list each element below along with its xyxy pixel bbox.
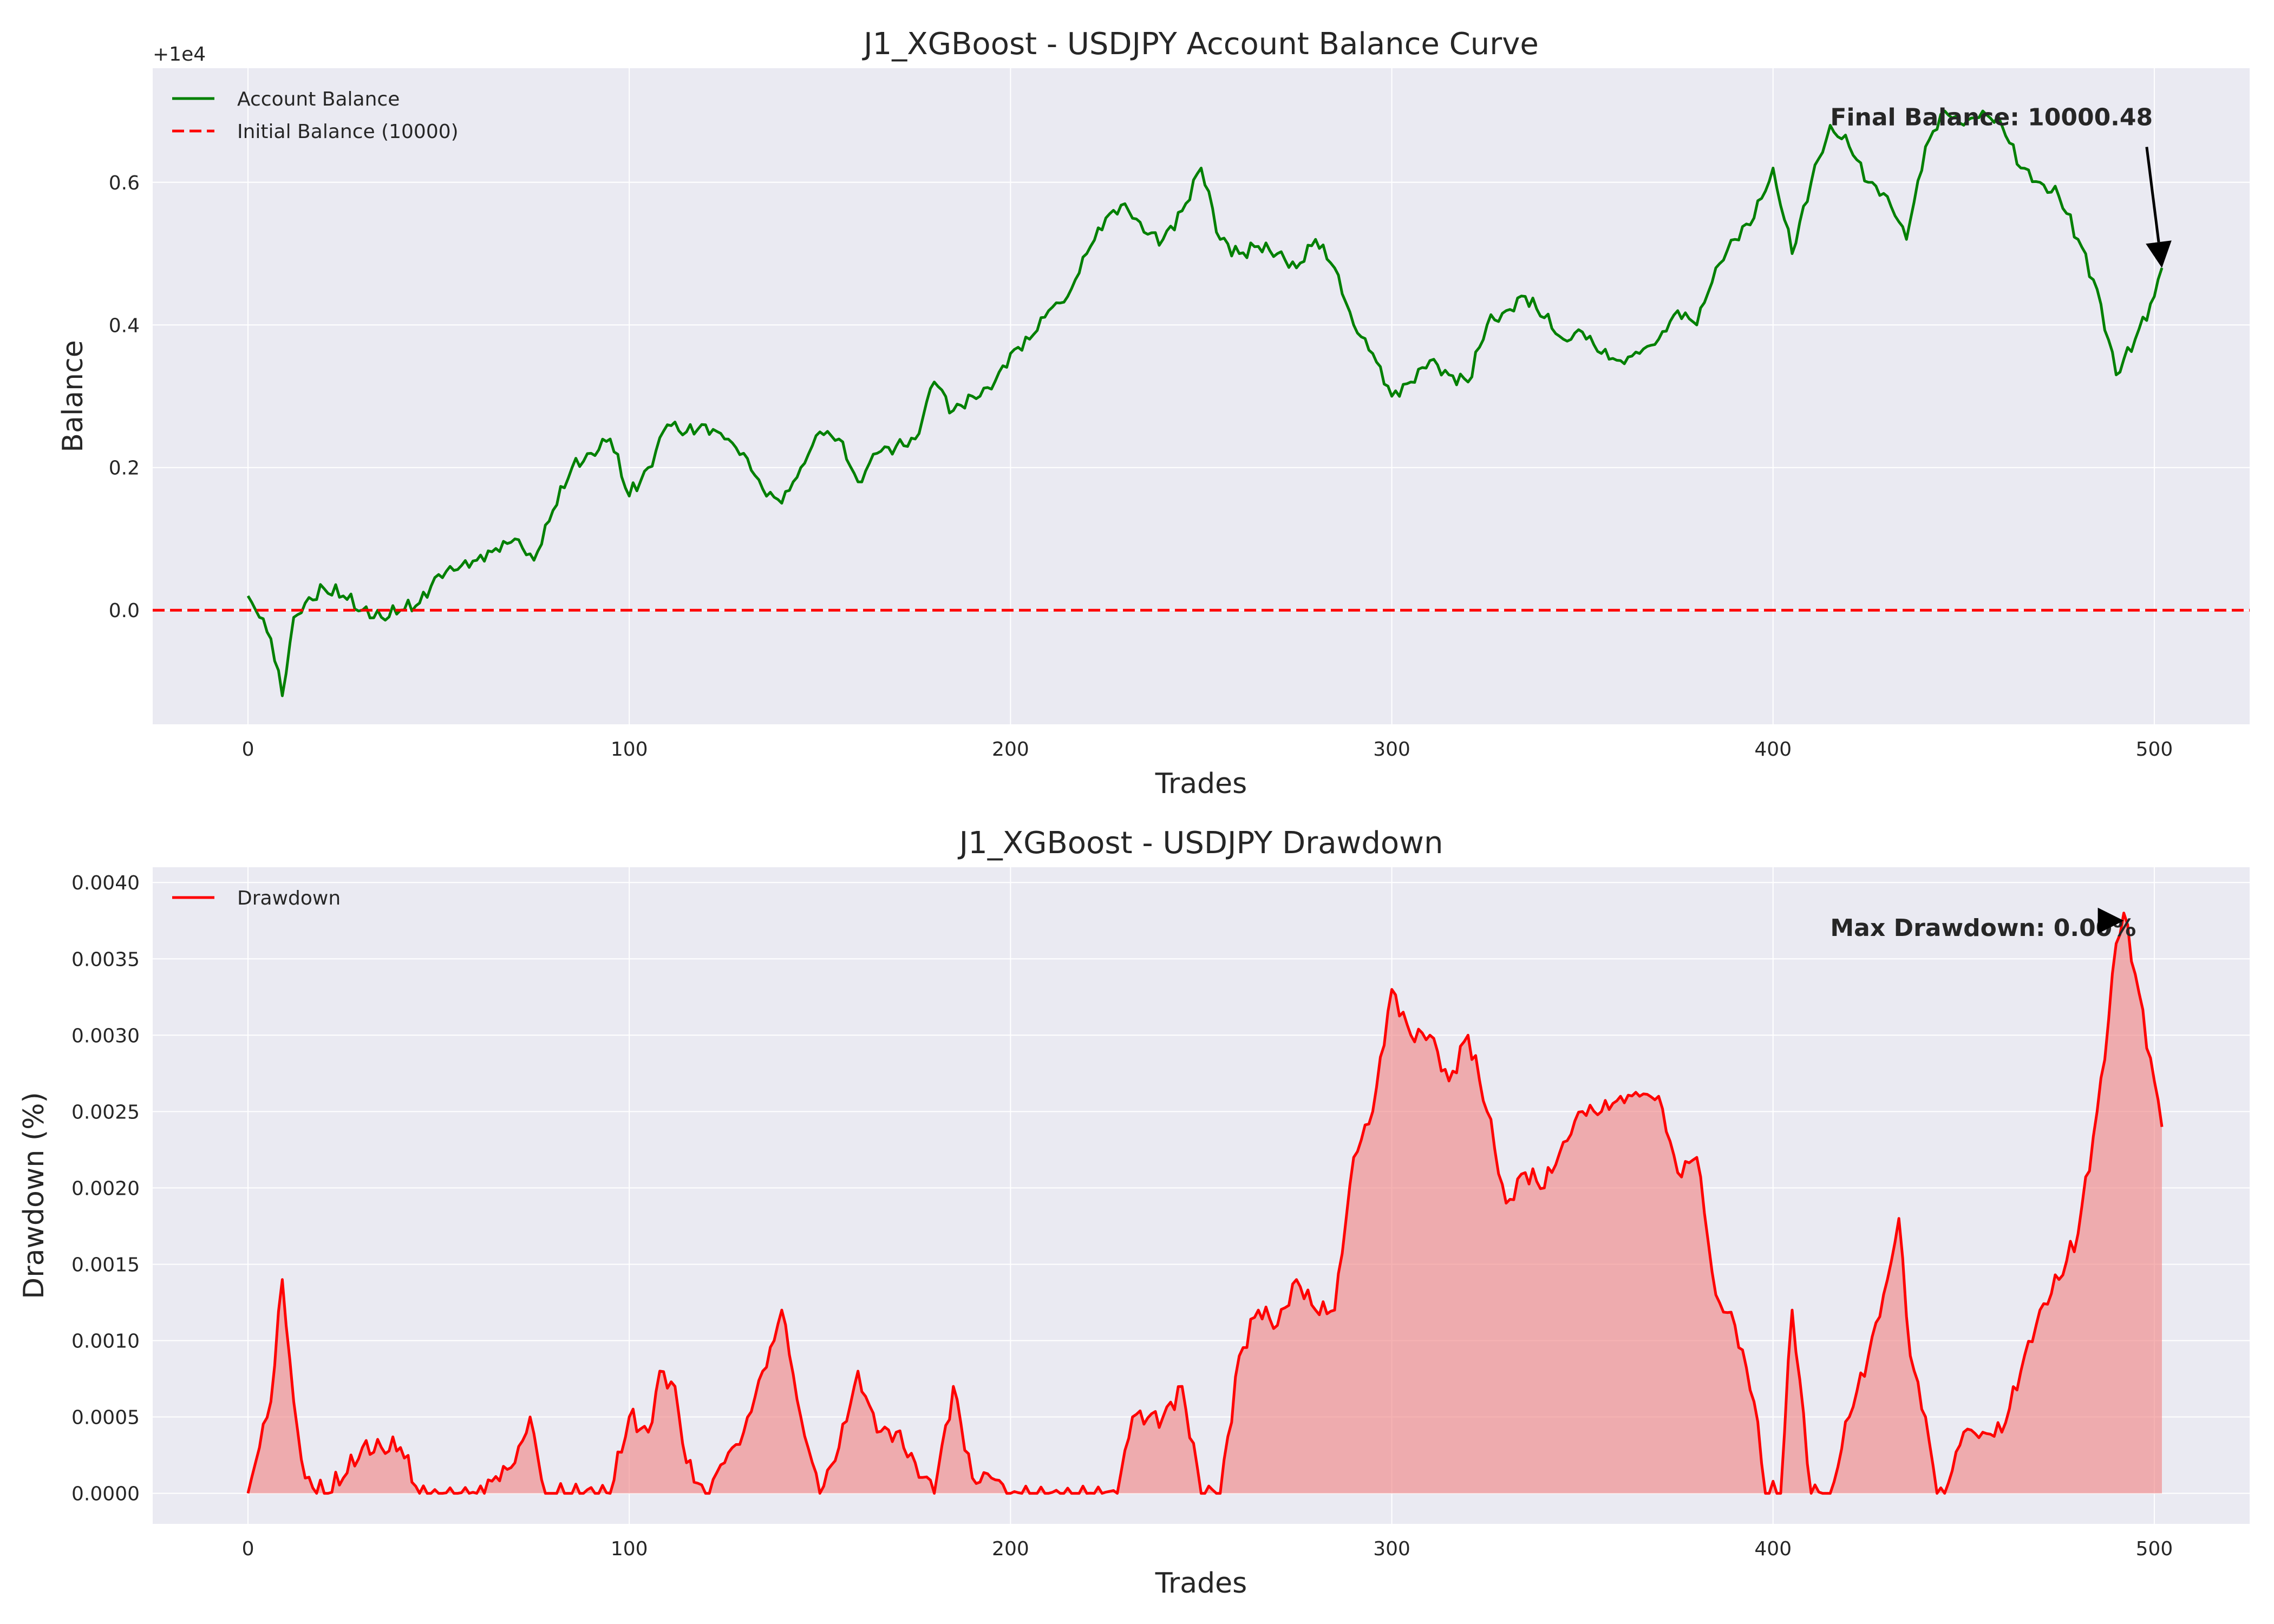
drawdown-line [246,912,2164,1495]
drawdown-y-axis-label: Drawdown (%) [18,1092,50,1299]
x-tick-label: 400 [1754,738,1792,761]
x-tick-label: 0 [242,738,254,761]
balance-y-ticks: 0.0 0.2 0.4 0.6 [109,172,140,622]
annotation-arrow-shaft [2145,147,2160,243]
y-tick-label: 0.6 [109,172,140,194]
drawdown-x-ticks: 0 100 200 300 400 500 [242,1538,2173,1560]
account-balance-line [246,109,2164,697]
x-tick-label: 400 [1754,1538,1792,1560]
y-tick-label: 0.0 [109,600,140,622]
legend-label: Account Balance [237,88,400,110]
final-balance-annotation: Final Balance: 10000.48 [1830,103,2172,268]
y-tick-label: 0.0020 [71,1177,140,1200]
x-tick-label: 100 [611,738,648,761]
drawdown-x-axis-label: Trades [1155,1567,1247,1600]
legend-item: Drawdown [172,887,341,909]
y-tick-label: 0.4 [109,315,140,337]
y-tick-label: 0.0025 [71,1101,140,1123]
drawdown-legend: Drawdown [172,887,341,909]
balance-x-axis-label: Trades [1155,768,1247,800]
annotation-text: Final Balance: 10000.48 [1830,103,2153,131]
drawdown-chart-panel: 0 100 200 300 400 500 0.0000 0.0005 0.0010 0.001… [18,826,2250,1600]
max-drawdown-annotation: Max Drawdown: 0.00% [1830,907,2136,942]
balance-marks [153,109,2250,697]
x-tick-label: 500 [2136,1538,2173,1560]
annotation-arrow-head [2097,907,2124,934]
drawdown-chart-title: J1_XGBoost - USDJPY Drawdown [958,826,1443,861]
legend-label: Initial Balance (10000) [237,121,459,143]
x-tick-label: 300 [1373,1538,1410,1560]
y-tick-label: 0.0015 [71,1254,140,1276]
x-tick-label: 300 [1373,738,1410,761]
drawdown-plot-area [153,867,2250,1524]
y-tick-label: 0.0035 [71,948,140,971]
y-tick-label: 0.0030 [71,1025,140,1047]
y-tick-label: 0.0005 [71,1407,140,1429]
x-tick-label: 100 [611,1538,648,1560]
x-tick-label: 0 [242,1538,254,1560]
y-tick-label: 0.0040 [71,872,140,894]
x-tick-label: 200 [992,738,1029,761]
y-tick-label: 0.0000 [71,1483,140,1505]
x-tick-label: 200 [992,1538,1029,1560]
balance-y-offset-text: +1e4 [153,43,206,66]
drawdown-y-ticks: 0.0000 0.0005 0.0010 0.0015 0.0020 0.0025 0.00… [71,872,140,1505]
annotation-arrow-head [2146,240,2172,268]
balance-plot-area [153,68,2250,724]
balance-chart-title: J1_XGBoost - USDJPY Account Balance Curv… [862,27,1539,62]
legend-item: Initial Balance (10000) [172,121,459,143]
drawdown-marks [246,912,2164,1495]
drawdown-area [248,913,2162,1494]
balance-chart-panel: 0 100 200 300 400 500 0.0 0.2 0.4 0.6 J1_XGBoost… [57,27,2250,800]
balance-x-ticks: 0 100 200 300 400 500 [242,738,2173,761]
balance-legend: Account Balance Initial Balance (10000) [172,88,459,143]
balance-y-axis-label: Balance [57,340,89,452]
y-tick-label: 0.2 [109,457,140,480]
y-tick-label: 0.0010 [71,1330,140,1352]
x-tick-label: 500 [2136,738,2173,761]
legend-item: Account Balance [172,88,400,110]
legend-label: Drawdown [237,887,341,909]
annotation-text: Max Drawdown: 0.00% [1830,914,2136,942]
